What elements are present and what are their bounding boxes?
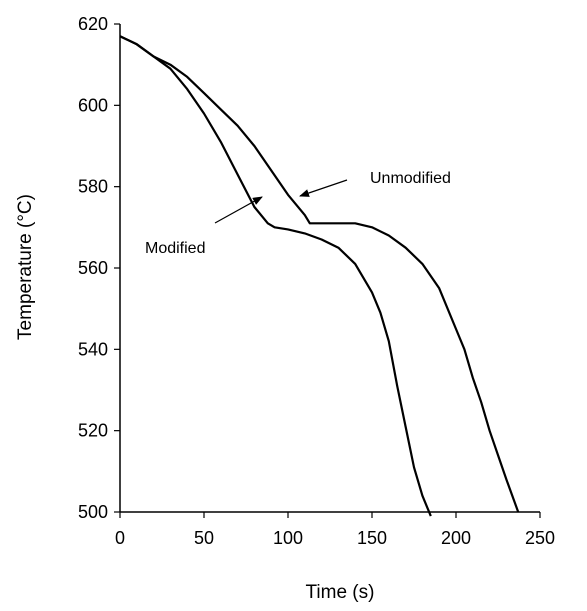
x-tick-label: 250 — [525, 528, 555, 548]
x-axis: 0 50 100 150 200 250 — [115, 511, 555, 548]
series-layer — [119, 35, 520, 517]
annotation-arrow-unmodified — [299, 179, 348, 197]
y-axis-title: Temperature (°C) — [15, 194, 36, 340]
x-tick-label: 150 — [357, 528, 387, 548]
x-tick-label: 100 — [273, 528, 303, 548]
y-tick-label: 540 — [78, 339, 108, 359]
annotation-layer: Modified Unmodified — [145, 170, 451, 257]
series-line-modified — [119, 35, 432, 517]
y-tick-label: 600 — [78, 95, 108, 115]
annotation-label-modified: Modified — [145, 240, 205, 257]
x-tick-label: 50 — [194, 528, 214, 548]
y-tick-label: 580 — [78, 177, 108, 197]
y-tick-label: 560 — [78, 258, 108, 278]
annotation-arrow-modified — [214, 196, 263, 224]
x-axis-title: Time (s) — [306, 582, 375, 603]
y-tick-label: 620 — [78, 14, 108, 34]
y-tick-label: 500 — [78, 502, 108, 522]
y-axis: 500 520 540 560 580 600 620 — [78, 14, 121, 522]
x-tick-label: 0 — [115, 528, 125, 548]
x-tick-label: 200 — [441, 528, 471, 548]
annotation-label-unmodified: Unmodified — [370, 170, 451, 187]
series-line-unmodified — [119, 35, 520, 513]
y-tick-label: 520 — [78, 421, 108, 441]
